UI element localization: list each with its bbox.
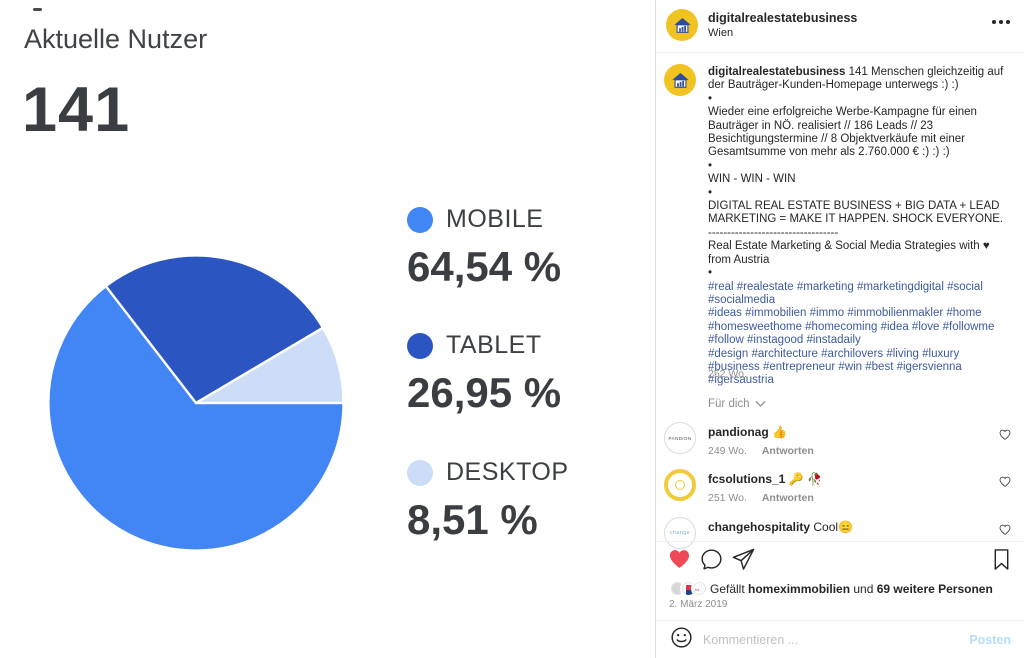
save-button-icon[interactable]: [991, 548, 1012, 576]
caption-paragraph: •: [708, 159, 713, 172]
stat-value: 141: [22, 75, 131, 145]
house-chart-icon: [671, 72, 689, 88]
legend-percent: 26,95 %: [407, 369, 562, 416]
emoji-picker-icon[interactable]: [670, 626, 693, 654]
caption-paragraph: •: [708, 186, 713, 199]
comment-sort-dropdown[interactable]: Für dich: [708, 398, 766, 410]
sort-label: Für dich: [708, 398, 750, 410]
caption-paragraph: DIGITAL REAL ESTATE BUSINESS + BIG DATA …: [708, 200, 1004, 226]
caption-paragraph: •: [708, 267, 713, 280]
post-caption: digitalrealestatebusiness 141 Menschen g…: [708, 66, 1005, 388]
hashtag-links[interactable]: #design #architecture #archilovers #livi…: [708, 347, 960, 360]
commenter-avatar[interactable]: PANDION: [664, 422, 696, 454]
reply-button[interactable]: Antworten: [761, 445, 814, 457]
avatar-text: PANDION: [668, 435, 692, 441]
comment-text: Cool😑: [813, 520, 853, 534]
pie-chart-svg: [47, 254, 345, 552]
legend-percent: 8,51 %: [407, 496, 538, 543]
caption-text: 141 Menschen gleichzeitig auf der Bauträ…: [708, 66, 1004, 92]
legend-dot-mobile: [407, 206, 433, 233]
caption-username[interactable]: digitalrealestatebusiness: [708, 66, 846, 78]
commenter-avatar[interactable]: change: [664, 517, 696, 549]
liker-username[interactable]: homeximmobilien: [748, 581, 851, 596]
comment-button-icon[interactable]: [700, 548, 723, 576]
commenter-username[interactable]: pandionag: [708, 425, 769, 439]
comment-age: 251 Wo.: [708, 492, 747, 504]
analytics-image: Aktuelle Nutzer 141 MOBILE 64,54 % TABLE…: [22, 8, 647, 555]
likes-count[interactable]: 69 weitere Personen: [876, 581, 993, 596]
comments-divider: [656, 541, 1024, 542]
profile-avatar[interactable]: [666, 9, 698, 41]
house-chart-icon: [673, 17, 691, 33]
share-button-icon[interactable]: [732, 548, 755, 576]
post-location[interactable]: Wien: [708, 27, 734, 39]
legend-dot-tablet: [407, 332, 433, 359]
corner-mark: [33, 8, 42, 11]
post-detail-panel: digitalrealestatebusiness Wien digitalre…: [655, 0, 1024, 658]
caption-paragraph: Wieder eine erfolgreiche Werbe-Kampagne …: [708, 106, 977, 159]
caption-avatar[interactable]: [664, 64, 696, 96]
comment-like-icon[interactable]: [999, 428, 1011, 446]
legend-label: MOBILE: [446, 205, 544, 233]
caption-paragraph: WIN - WIN - WIN: [708, 173, 796, 186]
hashtag-links[interactable]: #business #entrepreneur #win #best #iger…: [708, 360, 962, 387]
legend-label: TABLET: [446, 331, 542, 359]
legend-label: DESKTOP: [446, 458, 569, 486]
legend-percent: 64,54 %: [407, 243, 562, 290]
liker-avatars: ▪▪▪: [669, 580, 708, 597]
likes-summary[interactable]: ▪▪▪ Gefällt homeximmobilien und 69 weite…: [669, 580, 993, 597]
post-date: 2. März 2019: [669, 599, 728, 610]
comment-like-icon[interactable]: [999, 475, 1011, 493]
comment-text: 👍: [772, 425, 787, 439]
comment-age: 249 Wo.: [708, 445, 747, 457]
legend-item-desktop: DESKTOP 8,51 %: [407, 458, 647, 544]
avatar-text: change: [669, 530, 691, 536]
caption-paragraph: •: [708, 92, 713, 105]
caption-paragraph: ----------------------------------: [708, 226, 839, 239]
post-comment-button[interactable]: Posten: [969, 632, 1011, 647]
comment-text: 🔑 🥀: [788, 472, 822, 486]
header-divider: [656, 52, 1024, 53]
pie-slice-mobile: [47, 284, 345, 552]
more-options-icon[interactable]: [992, 20, 1010, 24]
pie-slice-desktop: [194, 326, 345, 405]
stat-title: Aktuelle Nutzer: [24, 24, 208, 54]
hashtag-links[interactable]: #ideas #immobilien #immo #immobilienmakl…: [708, 307, 995, 347]
comment-like-icon[interactable]: [999, 523, 1011, 541]
pie-chart: [44, 251, 348, 555]
action-bar: [656, 546, 1024, 576]
legend-item-tablet: TABLET 26,95 %: [407, 331, 647, 417]
post-age: 252 Wo.: [708, 368, 747, 380]
commenter-avatar[interactable]: [664, 469, 696, 501]
chevron-down-icon: [755, 401, 765, 407]
hashtag-links[interactable]: #real #realestate #marketing #marketingd…: [708, 280, 983, 306]
post-username[interactable]: digitalrealestatebusiness: [708, 11, 858, 25]
reply-button[interactable]: Antworten: [761, 492, 814, 504]
commenter-username[interactable]: fcsolutions_1: [708, 472, 786, 486]
pie-slice-tablet: [104, 254, 325, 405]
caption-paragraph: Real Estate Marketing & Social Media Str…: [708, 240, 990, 266]
like-button-liked-icon[interactable]: [668, 548, 691, 576]
likes-text: Gefällt homeximmobilien und 69 weitere P…: [710, 581, 993, 596]
composer-divider: [656, 620, 1024, 621]
commenter-username[interactable]: changehospitality: [708, 520, 811, 534]
liker-avatar: ▪▪▪: [691, 580, 708, 597]
legend-dot-desktop: [407, 459, 433, 486]
legend-item-mobile: MOBILE 64,54 %: [407, 205, 647, 291]
comment-composer: Posten: [656, 621, 1024, 658]
comment-input[interactable]: [703, 632, 960, 647]
